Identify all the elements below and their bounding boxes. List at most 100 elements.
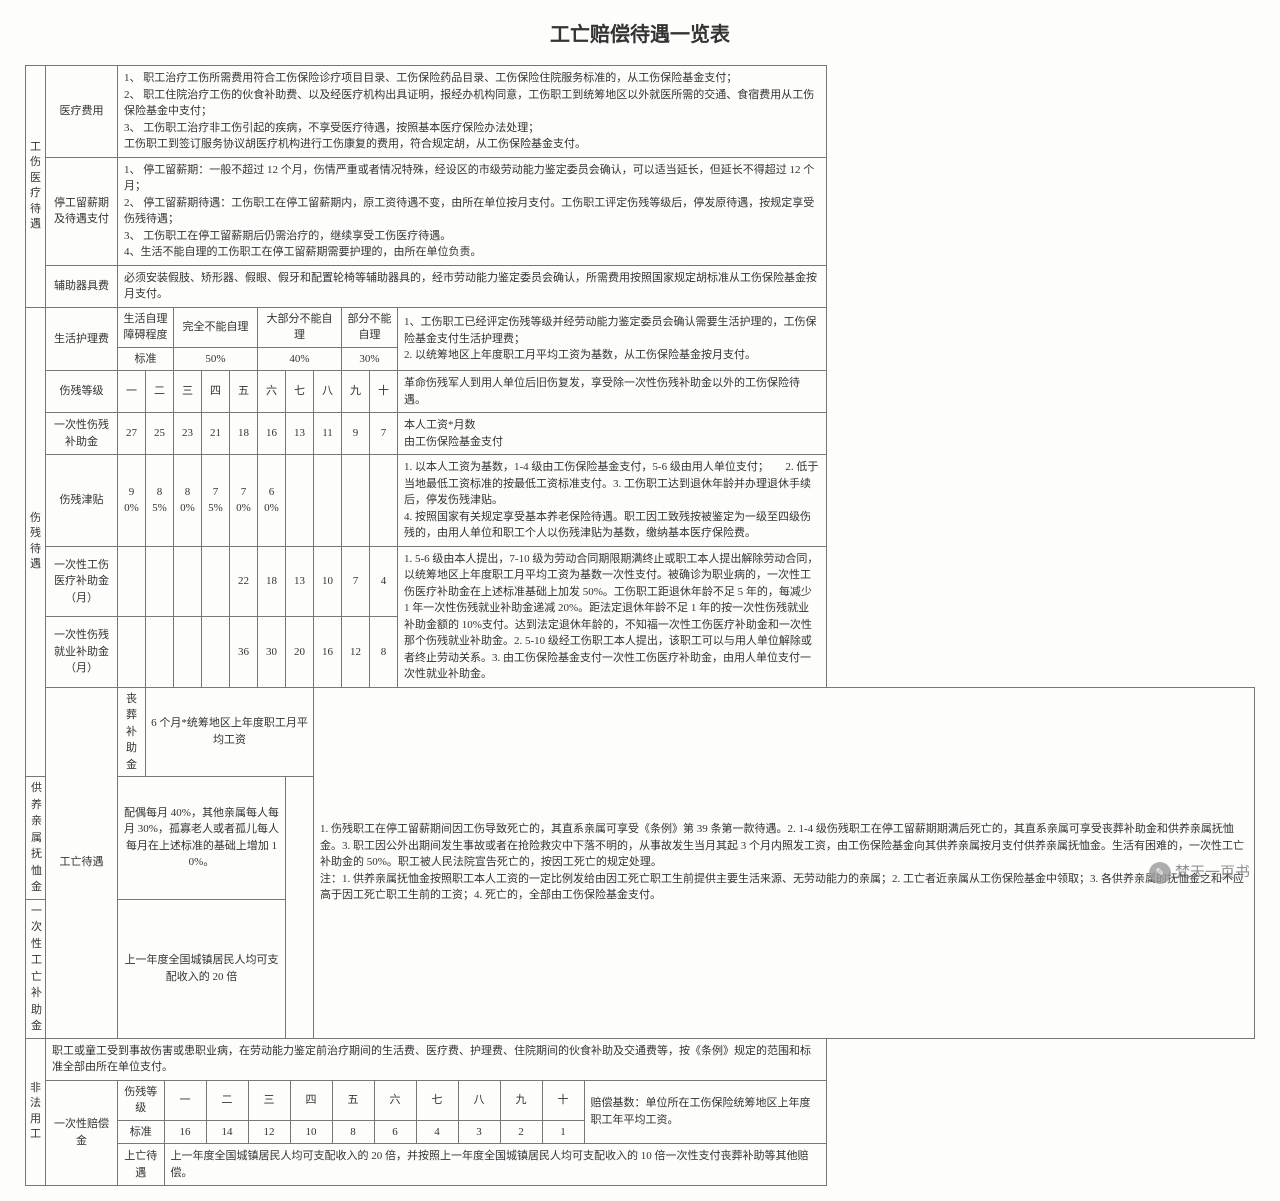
row-label: 辅助器具费 [46, 265, 118, 307]
g: 四 [202, 371, 230, 413]
v: 18 [258, 546, 286, 617]
cv: 6 [374, 1120, 416, 1144]
care-s4: 30% [342, 347, 398, 371]
row-text: 必须安装假肢、矫形器、假眼、假牙和配置轮椅等辅助器具的，经市劳动能力鉴定委员会确… [118, 265, 827, 307]
merged-desc: 1. 5-6 级由本人提出，7-10 级为劳动合同期限期满终止或职工本人提出解除… [398, 546, 827, 687]
comp-label: 一次性赔偿金 [46, 1080, 118, 1186]
cg: 二 [206, 1081, 248, 1121]
cv: 3 [458, 1120, 500, 1144]
v: 13 [286, 413, 314, 455]
v: 36 [230, 617, 258, 688]
v: 18 [230, 413, 258, 455]
care-label: 生活护理费 [46, 307, 118, 371]
disPension-label: 伤残津贴 [46, 455, 118, 547]
comp-std: 标准 [118, 1120, 164, 1144]
cg: 五 [332, 1081, 374, 1121]
cg: 四 [290, 1081, 332, 1121]
v: 85% [146, 455, 174, 547]
cat-medical: 工伤医疗待遇 [26, 66, 46, 308]
v: 90% [118, 455, 146, 547]
illegal-intro: 职工或童工受到事故伤害或患职业病，在劳动能力鉴定前治疗期间的生活费、医疗费、护理… [46, 1038, 827, 1080]
care-s1: 标准 [118, 347, 174, 371]
v: 70% [230, 455, 258, 547]
onceMed-label: 一次性工伤医疗补助金（月） [46, 546, 118, 617]
main-table: 工伤医疗待遇 医疗费用 1、 职工治疗工伤所需费用符合工伤保险诊疗项目目录、工伤… [25, 65, 1255, 1186]
cat-death: 工亡待遇 [46, 687, 118, 1038]
v: 27 [118, 413, 146, 455]
cv: 1 [542, 1120, 584, 1144]
cat-illegal: 非法用工 [26, 1038, 46, 1186]
v [202, 617, 230, 688]
v: 16 [258, 413, 286, 455]
cg: 八 [458, 1081, 500, 1121]
onceDisAllow-label: 一次性伤残补助金 [46, 413, 118, 455]
v: 23 [174, 413, 202, 455]
v [370, 455, 398, 547]
cg: 三 [248, 1081, 290, 1121]
v: 13 [286, 546, 314, 617]
cv: 8 [332, 1120, 374, 1144]
cg: 十 [542, 1081, 584, 1121]
death-label: 丧葬补助金 [118, 687, 146, 777]
v: 30 [258, 617, 286, 688]
v: 11 [314, 413, 342, 455]
row-text: 1、 停工留薪期：一般不超过 12 个月，伤情严重或者情况特殊，经设区的市级劳动… [118, 157, 827, 265]
death-val: 上一年度全国城镇居民人均可支配收入的 20 倍 [118, 899, 286, 1038]
watermark: ✎ 梵天一页书 [1149, 862, 1250, 885]
row-label: 医疗费用 [46, 66, 118, 158]
cg: 六 [374, 1081, 416, 1121]
death-label: 供养亲属抚恤金 [26, 777, 46, 900]
cv: 4 [416, 1120, 458, 1144]
v [118, 546, 146, 617]
onceEmp-label: 一次性伤残就业补助金（月） [46, 617, 118, 688]
g: 一 [118, 371, 146, 413]
cv: 14 [206, 1120, 248, 1144]
g: 六 [258, 371, 286, 413]
v [146, 617, 174, 688]
g: 五 [230, 371, 258, 413]
v: 22 [230, 546, 258, 617]
comp-death-text: 上一年度全国城镇居民人均可支配收入的 20 倍，并按照上一年度全国城镇居民人均可… [164, 1144, 826, 1186]
death-val: 配偶每月 40%，其他亲属每人每月 30%，孤寡老人或者孤儿每人每月在上述标准的… [118, 777, 286, 900]
v: 9 [342, 413, 370, 455]
v [174, 546, 202, 617]
cat-disability: 伤残待遇 [26, 307, 46, 777]
g: 十 [370, 371, 398, 413]
grade-label: 伤残等级 [46, 371, 118, 413]
v: 10 [314, 546, 342, 617]
v: 7 [370, 413, 398, 455]
comp-basis: 赔偿基数：单位所在工伤保险统筹地区上年度职工年平均工资。 [584, 1081, 826, 1144]
comp-hdr: 伤残等级 [118, 1081, 164, 1121]
v: 25 [146, 413, 174, 455]
v: 21 [202, 413, 230, 455]
v [202, 546, 230, 617]
watermark-text: 梵天一页书 [1175, 862, 1250, 885]
g: 八 [314, 371, 342, 413]
v [118, 617, 146, 688]
grade-desc: 革命伤残军人到用人单位后旧伤复发，享受除一次性伤残补助金以外的工伤保险待遇。 [398, 371, 827, 413]
v [146, 546, 174, 617]
v: 7 [342, 546, 370, 617]
cv: 12 [248, 1120, 290, 1144]
v: 60% [258, 455, 286, 547]
v [314, 455, 342, 547]
v: 20 [286, 617, 314, 688]
cv: 2 [500, 1120, 542, 1144]
care-h3: 大部分不能自理 [258, 307, 342, 347]
death-val: 6 个月*统筹地区上年度职工月平均工资 [146, 687, 314, 777]
v: 12 [342, 617, 370, 688]
v: 16 [314, 617, 342, 688]
row-text: 1、 职工治疗工伤所需费用符合工伤保险诊疗项目目录、工伤保险药品目录、工伤保险住… [118, 66, 827, 158]
v [174, 617, 202, 688]
cg: 一 [164, 1081, 206, 1121]
g: 九 [342, 371, 370, 413]
death-desc: 1. 伤残职工在停工留薪期间因工伤导致死亡的，其直系亲属可享受《条例》第 39 … [314, 687, 1255, 1038]
care-h1: 生活自理障碍程度 [118, 307, 174, 347]
v: 80% [174, 455, 202, 547]
v: 75% [202, 455, 230, 547]
comp-death: 上亡待遇 [118, 1144, 164, 1186]
v: 8 [370, 617, 398, 688]
v: 4 [370, 546, 398, 617]
care-s3: 40% [258, 347, 342, 371]
g: 三 [174, 371, 202, 413]
